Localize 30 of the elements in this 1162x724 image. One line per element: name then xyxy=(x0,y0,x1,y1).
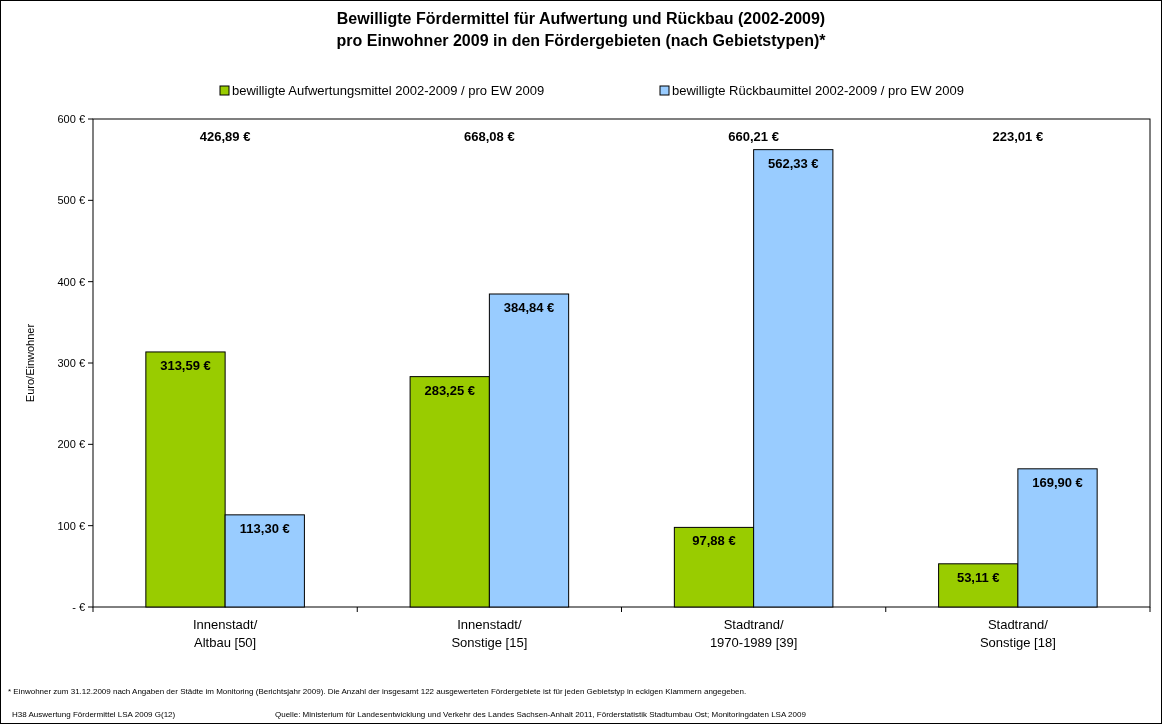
annotation: 668,08 € xyxy=(464,129,515,144)
data-label: 283,25 € xyxy=(424,382,476,398)
x-tick-label: Stadtrand/ Sonstige [18] xyxy=(979,617,1056,650)
data-label: 313,59 € xyxy=(160,357,211,373)
data-label: 97,88 € xyxy=(692,533,736,549)
y-tick-label: - € xyxy=(72,601,85,613)
data-label: 113,30 € xyxy=(239,520,290,536)
text: * Einwohner zum 31.12.2009 nach Angaben der Städte im Monitoring (Berichtsjahr 2009). Die Anzahl der insgesamt 122 ausgewerteten Fördergebiete ist für jeden Gebietstyp in eckigen Klammern angegeben. xyxy=(8,687,747,696)
legend-label: bewilligte Rückbaumittel 2002-2009 / pro EW 2009 xyxy=(672,83,964,98)
y-tick-label: 200 € xyxy=(57,438,85,451)
x-tick-label: Innenstadt/ Altbau [50] xyxy=(192,617,258,650)
y-tick-label: 400 € xyxy=(57,275,85,288)
data-label: 53,11 € xyxy=(956,569,1000,585)
annotation: 426,89 € xyxy=(199,129,251,144)
data-label: 169,90 € xyxy=(1032,474,1083,490)
x-tick-label: Innenstadt/ Sonstige [15] xyxy=(451,617,528,650)
y-tick-label: 300 € xyxy=(57,357,85,369)
annotation: 223,01 € xyxy=(992,129,1044,144)
text: H38 Auswertung Fördermittel LSA 2009 G(12) xyxy=(12,710,176,719)
x-tick-label: Stadtrand/ 1970-1989 [39] xyxy=(709,617,798,650)
y-axis-title: Euro/Einwohner xyxy=(24,323,36,403)
y-tick-label: 100 € xyxy=(57,519,85,532)
y-tick-label: 600 € xyxy=(57,113,85,125)
y-tick-label: 500 € xyxy=(57,194,85,207)
legend-label: bewilligte Aufwertungsmittel 2002-2009 / pro EW 2009 xyxy=(232,83,545,98)
data-label: 384,84 € xyxy=(503,300,555,315)
data-label: 562,33 € xyxy=(767,155,819,171)
source-note: Quelle: Ministerium für Landesentwicklung und Verkehr des Landes Sachsen-Anhalt 2011, Förderstatistik Stadtumbau Ost; Monitoringdaten LSA 2009 xyxy=(275,710,807,719)
annotation: 660,21 € xyxy=(728,129,779,144)
chart-title: Bewilligte Fördermittel für Aufwertung und Rückbau (2002-2009) pro Einwohner 2009 in den Fördergebieten (nach Gebietstypen)* xyxy=(336,10,827,49)
